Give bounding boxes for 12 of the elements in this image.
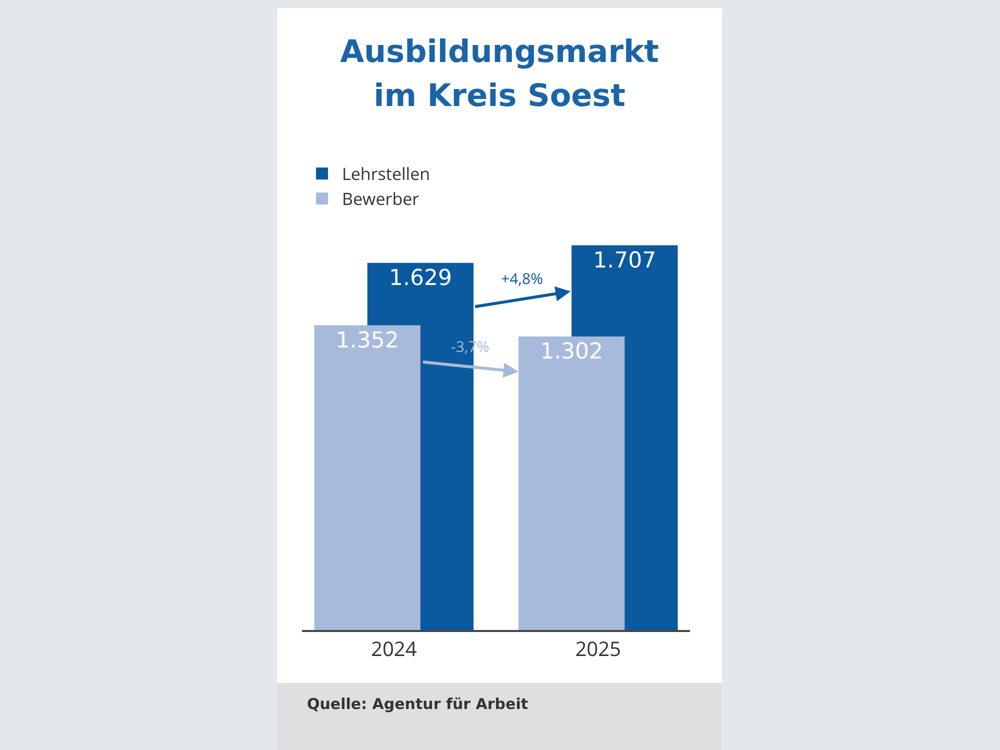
data-label: 1.707	[593, 248, 656, 274]
legend-label: Lehrstellen	[342, 162, 430, 186]
source-note: Quelle: Agentur für Arbeit	[306, 694, 530, 713]
data-label: 1.302	[540, 340, 604, 365]
legend-label: Bewerber	[342, 187, 420, 210]
chart-title: Ausbildungsmarkt im Kreis Soest	[339, 33, 660, 116]
x-tick-label: 2025	[575, 635, 621, 662]
data-label: 1.629	[388, 266, 452, 291]
x-tick-label: 2024	[371, 635, 418, 662]
annotation: +4,8%	[501, 269, 544, 289]
data-label: 1.352	[336, 328, 399, 354]
bar	[314, 325, 420, 630]
